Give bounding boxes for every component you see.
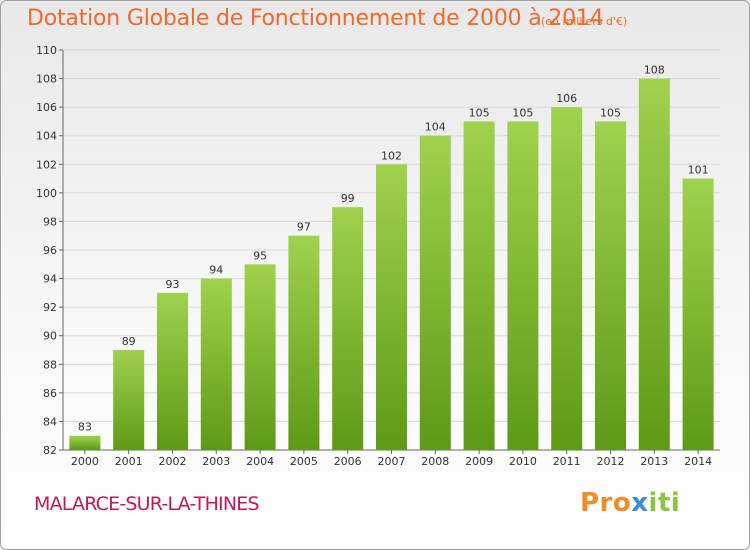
data-label-2001: 89 <box>122 335 136 348</box>
x-tick-label-2008: 2008 <box>421 455 449 468</box>
chart-title: Dotation Globale de Fonctionnement de 20… <box>27 6 604 31</box>
y-tick-label: 98 <box>43 215 57 228</box>
bar-2007 <box>376 164 407 451</box>
data-label-2000: 83 <box>78 421 92 434</box>
data-labels: 83 89 93 94 95 97 99 102 104 105 105 106 105 108 101 <box>78 64 709 434</box>
y-tick-label: 104 <box>36 130 57 143</box>
x-tick-label-2012: 2012 <box>597 455 625 468</box>
data-label-2004: 95 <box>253 249 267 262</box>
bar-2002 <box>157 292 188 450</box>
data-label-2014: 101 <box>688 164 709 177</box>
data-label-2010: 105 <box>512 106 533 119</box>
chart-subtitle: (en milliers d'€) <box>541 15 628 28</box>
y-tick-label: 90 <box>43 330 57 343</box>
bar-2011 <box>551 107 583 451</box>
data-label-2006: 99 <box>341 192 355 205</box>
data-label-2008: 104 <box>425 121 446 134</box>
x-tick-label-2007: 2007 <box>378 455 406 468</box>
data-label-2011: 106 <box>556 92 577 105</box>
x-tick-label-2006: 2006 <box>334 455 362 468</box>
y-tick-label: 92 <box>43 301 57 314</box>
data-label-2003: 94 <box>209 264 223 277</box>
bar-2006 <box>332 207 364 450</box>
y-tick-label: 102 <box>36 158 57 171</box>
y-tick-label: 94 <box>43 273 57 286</box>
data-label-2002: 93 <box>166 278 180 291</box>
bar-2013 <box>638 78 670 451</box>
x-tick-label-2001: 2001 <box>115 455 143 468</box>
data-label-2007: 102 <box>381 149 402 162</box>
bar-2014 <box>682 178 714 451</box>
bar-2000 <box>69 435 101 450</box>
bar-2009 <box>463 121 495 450</box>
x-tick-label-2014: 2014 <box>684 455 712 468</box>
data-label-2012: 105 <box>600 106 621 119</box>
bar-2003 <box>200 278 232 450</box>
data-label-2005: 97 <box>297 221 311 234</box>
x-tick-label-2003: 2003 <box>202 455 230 468</box>
y-tick-label: 110 <box>36 44 57 57</box>
y-tick-label: 108 <box>36 73 57 86</box>
x-tick-label-2011: 2011 <box>553 455 581 468</box>
x-tick-label-2005: 2005 <box>290 455 318 468</box>
x-tick-label-2000: 2000 <box>71 455 99 468</box>
x-tick-label-2002: 2002 <box>159 455 187 468</box>
bar-2012 <box>595 121 626 450</box>
bar-2008 <box>419 135 451 450</box>
y-tick-label: 82 <box>43 444 57 457</box>
city-name: MALARCE-SUR-LA-THINES <box>34 493 260 515</box>
x-tick-label-2013: 2013 <box>640 455 668 468</box>
bars <box>69 78 714 451</box>
tick-labels: 82 84 86 88 90 92 94 96 98 100 102 104 106 108 110 2000… <box>36 44 712 468</box>
bar-2005 <box>288 235 320 450</box>
x-tick-label-2010: 2010 <box>509 455 537 468</box>
y-tick-label: 86 <box>43 387 57 400</box>
x-tick-label-2004: 2004 <box>246 455 274 468</box>
bar-2004 <box>244 264 276 450</box>
y-tick-label: 106 <box>36 101 57 114</box>
data-label-2013: 108 <box>644 64 665 77</box>
y-tick-label: 96 <box>43 244 57 257</box>
bar-2010 <box>507 121 539 450</box>
x-tick-label-2009: 2009 <box>465 455 493 468</box>
proxiti-logo: Proxiti <box>580 488 681 518</box>
data-label-2009: 105 <box>469 106 490 119</box>
y-tick-label: 100 <box>36 187 57 200</box>
y-tick-label: 88 <box>43 358 57 371</box>
y-tick-label: 84 <box>43 415 57 428</box>
bar-2001 <box>113 350 145 450</box>
